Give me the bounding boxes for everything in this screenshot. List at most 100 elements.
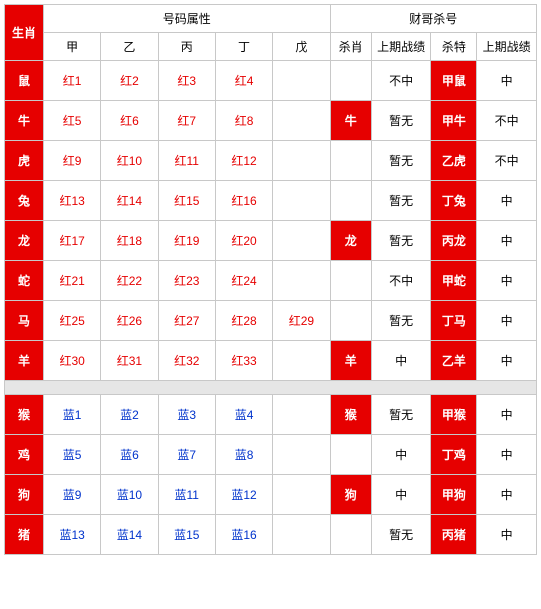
- zodiac-cell: 牛: [5, 101, 44, 141]
- last-result-cell: 中: [371, 435, 431, 475]
- last-result-cell: 暂无: [371, 301, 431, 341]
- last-result-cell: 暂无: [371, 221, 431, 261]
- table-row: 龙红17红18红19红20龙暂无丙龙中: [5, 221, 537, 261]
- last-result-cell: 暂无: [371, 141, 431, 181]
- last-result-cell: 中: [477, 61, 537, 101]
- shaxiao-cell: [330, 301, 371, 341]
- zodiac-cell: 猴: [5, 395, 44, 435]
- section-gap: [5, 381, 537, 395]
- last-result-cell: 中: [477, 261, 537, 301]
- number-cell: 蓝13: [43, 515, 100, 555]
- number-cell: 红10: [101, 141, 158, 181]
- number-cell: 蓝6: [101, 435, 158, 475]
- number-cell: [273, 515, 330, 555]
- number-cell: 红6: [101, 101, 158, 141]
- number-cell: 蓝3: [158, 395, 215, 435]
- header-last1: 上期战绩: [371, 33, 431, 61]
- shate-cell: 丙猪: [431, 515, 477, 555]
- shate-cell: 丙龙: [431, 221, 477, 261]
- number-cell: 蓝9: [43, 475, 100, 515]
- number-cell: 红31: [101, 341, 158, 381]
- number-cell: 红20: [215, 221, 272, 261]
- number-cell: 蓝16: [215, 515, 272, 555]
- number-cell: 红15: [158, 181, 215, 221]
- table-row: 猪蓝13蓝14蓝15蓝16暂无丙猪中: [5, 515, 537, 555]
- number-cell: [273, 61, 330, 101]
- number-cell: 红12: [215, 141, 272, 181]
- number-cell: 蓝15: [158, 515, 215, 555]
- shate-cell: 丁马: [431, 301, 477, 341]
- number-cell: 红5: [43, 101, 100, 141]
- number-cell: 蓝5: [43, 435, 100, 475]
- number-cell: [273, 221, 330, 261]
- number-cell: 红26: [101, 301, 158, 341]
- number-cell: [273, 435, 330, 475]
- zodiac-cell: 鼠: [5, 61, 44, 101]
- last-result-cell: 中: [477, 221, 537, 261]
- shate-cell: 丁兔: [431, 181, 477, 221]
- number-cell: [273, 141, 330, 181]
- zodiac-cell: 狗: [5, 475, 44, 515]
- header-stem-0: 甲: [43, 33, 100, 61]
- header-shaxiao: 杀肖: [330, 33, 371, 61]
- last-result-cell: 中: [477, 515, 537, 555]
- number-cell: 红13: [43, 181, 100, 221]
- number-cell: 红27: [158, 301, 215, 341]
- number-cell: 红11: [158, 141, 215, 181]
- number-cell: 红28: [215, 301, 272, 341]
- table-row: 猴蓝1蓝2蓝3蓝4猴暂无甲猴中: [5, 395, 537, 435]
- last-result-cell: 中: [477, 301, 537, 341]
- table-row: 蛇红21红22红23红24不中甲蛇中: [5, 261, 537, 301]
- shate-cell: 丁鸡: [431, 435, 477, 475]
- header-stem-4: 戊: [273, 33, 330, 61]
- number-cell: 红1: [43, 61, 100, 101]
- number-cell: 红18: [101, 221, 158, 261]
- shaxiao-cell: [330, 515, 371, 555]
- number-cell: 红19: [158, 221, 215, 261]
- header-shate: 杀特: [431, 33, 477, 61]
- table-header: 生肖 号码属性 财哥杀号 甲 乙 丙 丁 戊 杀肖 上期战绩 杀特 上期战绩: [5, 5, 537, 61]
- shate-cell: 甲牛: [431, 101, 477, 141]
- last-result-cell: 中: [477, 435, 537, 475]
- header-last2: 上期战绩: [477, 33, 537, 61]
- number-cell: 红21: [43, 261, 100, 301]
- number-cell: 红16: [215, 181, 272, 221]
- number-cell: 红29: [273, 301, 330, 341]
- table-row: 鸡蓝5蓝6蓝7蓝8中丁鸡中: [5, 435, 537, 475]
- number-cell: 红24: [215, 261, 272, 301]
- number-cell: 红17: [43, 221, 100, 261]
- zodiac-cell: 龙: [5, 221, 44, 261]
- shaxiao-cell: 牛: [330, 101, 371, 141]
- header-stem-3: 丁: [215, 33, 272, 61]
- zodiac-cell: 兔: [5, 181, 44, 221]
- last-result-cell: 中: [371, 341, 431, 381]
- table-row: 兔红13红14红15红16暂无丁兔中: [5, 181, 537, 221]
- last-result-cell: 中: [477, 341, 537, 381]
- number-cell: 红33: [215, 341, 272, 381]
- shaxiao-cell: [330, 141, 371, 181]
- table-row: 羊红30红31红32红33羊中乙羊中: [5, 341, 537, 381]
- table-body: 鼠红1红2红3红4不中甲鼠中牛红5红6红7红8牛暂无甲牛不中虎红9红10红11红…: [5, 61, 537, 555]
- table-row: 狗蓝9蓝10蓝11蓝12狗中甲狗中: [5, 475, 537, 515]
- header-zodiac: 生肖: [5, 5, 44, 61]
- number-cell: 红22: [101, 261, 158, 301]
- shaxiao-cell: 龙: [330, 221, 371, 261]
- header-stem-1: 乙: [101, 33, 158, 61]
- table-row: 牛红5红6红7红8牛暂无甲牛不中: [5, 101, 537, 141]
- number-cell: 蓝2: [101, 395, 158, 435]
- last-result-cell: 暂无: [371, 181, 431, 221]
- number-cell: 蓝10: [101, 475, 158, 515]
- shaxiao-cell: [330, 61, 371, 101]
- number-cell: [273, 341, 330, 381]
- number-cell: [273, 181, 330, 221]
- last-result-cell: 中: [477, 475, 537, 515]
- last-result-cell: 中: [477, 181, 537, 221]
- number-cell: 蓝14: [101, 515, 158, 555]
- number-cell: [273, 261, 330, 301]
- number-cell: 红2: [101, 61, 158, 101]
- number-cell: 蓝4: [215, 395, 272, 435]
- number-cell: 蓝8: [215, 435, 272, 475]
- shate-cell: 甲狗: [431, 475, 477, 515]
- number-cell: 蓝1: [43, 395, 100, 435]
- shate-cell: 甲鼠: [431, 61, 477, 101]
